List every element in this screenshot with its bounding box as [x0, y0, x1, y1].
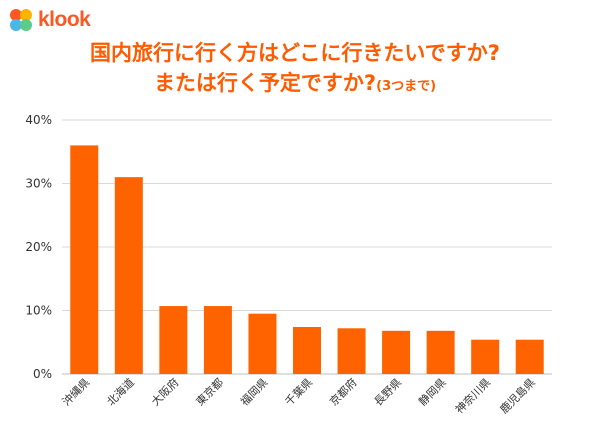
bar — [293, 327, 321, 374]
x-tick-label: 鹿児島県 — [497, 375, 538, 416]
x-tick-label: 京都府 — [326, 375, 359, 408]
x-axis: 沖縄県 北海道 大阪府 東京都 福岡県 千葉県 京都府 長野県 静岡県 神奈川県 鹿児島県 — [59, 375, 538, 416]
y-axis: 0% 10% 20% 30% 40% — [25, 113, 52, 381]
brand-logo: klook — [8, 4, 91, 36]
bar — [337, 328, 366, 374]
y-tick-label: 30% — [25, 177, 52, 191]
y-tick-label: 40% — [25, 113, 52, 127]
bars — [70, 145, 544, 374]
x-tick-label: 神奈川県 — [452, 375, 493, 416]
klook-logo-icon — [10, 9, 32, 31]
x-tick-label: 東京都 — [193, 375, 226, 408]
chart-title-line-2-main: または行く予定ですか? — [153, 71, 377, 95]
bar — [515, 339, 544, 374]
y-tick-label: 20% — [25, 240, 52, 254]
x-tick-label: 大阪府 — [148, 375, 181, 408]
x-tick-label: 千葉県 — [282, 375, 315, 408]
bar — [426, 330, 455, 374]
bar — [471, 339, 500, 374]
bar — [70, 145, 99, 374]
chart-title-line-2: または行く予定ですか?(3つまで) — [0, 68, 590, 102]
chart-title-line-1: 国内旅行に行く方はどこに行きたいですか? — [90, 41, 500, 65]
chart-title: 国内旅行に行く方はどこに行きたいですか? または行く予定ですか?(3つまで) — [0, 38, 590, 102]
x-tick-label: 沖縄県 — [59, 375, 92, 408]
brand-name: klook — [38, 8, 91, 31]
bar — [159, 306, 188, 374]
y-tick-label: 0% — [33, 367, 52, 381]
x-tick-label: 北海道 — [104, 375, 137, 408]
x-tick-label: 静岡県 — [416, 375, 449, 408]
x-tick-label: 福岡県 — [237, 375, 270, 408]
bar — [114, 177, 143, 374]
chart-title-note: (3つまで) — [376, 79, 437, 94]
x-tick-label: 長野県 — [372, 376, 405, 409]
y-tick-label: 10% — [25, 304, 52, 318]
bar — [248, 313, 277, 374]
bar — [203, 306, 232, 374]
bar — [382, 330, 411, 374]
